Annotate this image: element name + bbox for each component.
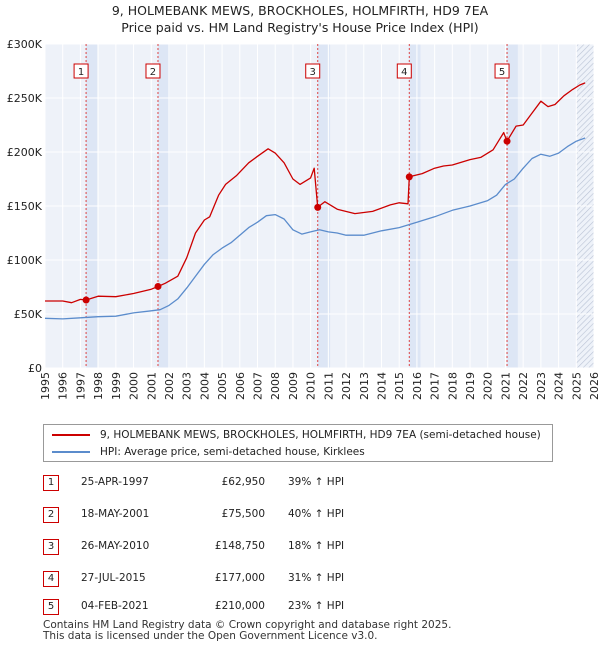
x-tick-label: 1995 [39, 372, 52, 400]
row-hpi-change: 18% ↑ HPI [288, 540, 345, 552]
sale-label-number: 1 [78, 67, 84, 78]
x-tick-label: 1999 [110, 372, 123, 400]
x-tick-label: 2026 [588, 372, 600, 400]
x-tick-label: 2024 [553, 372, 566, 400]
x-tick-label: 2013 [358, 372, 371, 400]
row-price: £148,750 [214, 540, 265, 552]
sale-label-number: 4 [401, 67, 407, 78]
y-tick-label: £300K [7, 38, 43, 51]
sale-label-box [494, 63, 510, 79]
x-tick-label: 2003 [181, 372, 194, 400]
footer-line-2: This data is licensed under the Open Gov… [43, 630, 378, 642]
sale-label-number: 3 [310, 67, 316, 78]
x-tick-label: 2016 [411, 372, 424, 400]
table-row: 4 27-JUL-2015 £177,000 31% ↑ HPI [43, 569, 563, 589]
x-tick-label: 2020 [482, 372, 495, 400]
legend-label-hpi: HPI: Average price, semi-detached house,… [100, 446, 365, 458]
x-tick-label: 1998 [92, 372, 105, 400]
legend-swatch-hpi [52, 451, 90, 453]
table-row: 1 25-APR-1997 £62,950 39% ↑ HPI [43, 473, 563, 493]
x-tick-label: 2017 [429, 372, 442, 400]
x-tick-label: 2019 [464, 372, 477, 400]
x-tick-label: 2012 [340, 372, 353, 400]
x-tick-label: 2002 [163, 372, 176, 400]
row-number-badge: 5 [43, 599, 59, 615]
row-price: £75,500 [221, 508, 265, 520]
row-hpi-change: 40% ↑ HPI [288, 508, 345, 520]
x-tick-label: 2015 [393, 372, 406, 400]
x-tick-label: 2007 [252, 372, 265, 400]
x-tick-label: 2018 [446, 372, 459, 400]
hpi-line [44, 137, 586, 320]
x-tick-label: 2006 [234, 372, 247, 400]
row-hpi-change: 23% ↑ HPI [288, 600, 345, 612]
x-tick-label: 2008 [269, 372, 282, 400]
x-tick-label: 2022 [517, 372, 530, 400]
sale-point [503, 137, 511, 145]
x-tick-label: 2023 [535, 372, 548, 400]
sale-label-box [396, 63, 412, 79]
legend-item-hpi: HPI: Average price, semi-detached house,… [52, 444, 365, 460]
row-price: £62,950 [221, 476, 265, 488]
x-tick-label: 2014 [375, 372, 388, 400]
table-row: 2 18-MAY-2001 £75,500 40% ↑ HPI [43, 505, 563, 525]
sale-label-box [145, 63, 161, 79]
row-date: 04-FEB-2021 [81, 600, 149, 612]
row-number-badge: 4 [43, 571, 59, 587]
row-number-badge: 1 [43, 475, 59, 491]
y-tick-label: £0 [28, 362, 42, 375]
sale-point [82, 296, 90, 304]
sale-label-box [305, 63, 321, 79]
row-hpi-change: 39% ↑ HPI [288, 476, 345, 488]
footer-line-1: Contains HM Land Registry data © Crown c… [43, 619, 452, 631]
sale-label-number: 5 [499, 67, 505, 78]
row-hpi-change: 31% ↑ HPI [288, 572, 345, 584]
sale-point [154, 282, 162, 290]
sale-point [405, 173, 413, 181]
x-tick-label: 2021 [499, 372, 512, 400]
footer-attribution: Contains HM Land Registry data © Crown c… [43, 620, 451, 642]
x-tick-label: 2000 [128, 372, 141, 400]
row-number-badge: 2 [43, 507, 59, 523]
row-price: £210,000 [214, 600, 265, 612]
legend-swatch-price [52, 434, 90, 436]
x-tick-label: 2004 [198, 372, 211, 400]
x-tick-label: 2001 [145, 372, 158, 400]
y-tick-label: £250K [7, 92, 43, 105]
y-tick-label: £150K [7, 200, 43, 213]
chart-legend: 9, HOLMEBANK MEWS, BROCKHOLES, HOLMFIRTH… [43, 424, 553, 462]
sale-label-number: 2 [150, 67, 156, 78]
row-number-badge: 3 [43, 539, 59, 555]
row-date: 25-APR-1997 [81, 476, 149, 488]
row-date: 18-MAY-2001 [81, 508, 150, 520]
x-tick-label: 2025 [570, 372, 583, 400]
x-tick-label: 2010 [305, 372, 318, 400]
y-tick-label: £100K [7, 254, 43, 267]
y-tick-label: £50K [14, 308, 43, 321]
x-tick-label: 1997 [74, 372, 87, 400]
price-chart: 1 2 3 4 5 £0 £50K £100K £150K £200K £250K £300K 1995… [7, 38, 600, 400]
chart-title: 9, HOLMEBANK MEWS, BROCKHOLES, HOLMFIRTH… [0, 2, 600, 36]
x-tick-label: 2009 [287, 372, 300, 400]
row-date: 27-JUL-2015 [81, 572, 146, 584]
x-tick-label: 2011 [322, 372, 335, 400]
sale-point [314, 203, 322, 211]
y-tick-label: £200K [7, 146, 43, 159]
row-price: £177,000 [214, 572, 265, 584]
title-line-2: Price paid vs. HM Land Registry's House … [121, 20, 479, 35]
legend-item-price: 9, HOLMEBANK MEWS, BROCKHOLES, HOLMFIRTH… [52, 427, 541, 443]
x-tick-label: 2005 [216, 372, 229, 400]
x-tick-label: 1996 [57, 372, 70, 400]
table-row: 3 26-MAY-2010 £148,750 18% ↑ HPI [43, 537, 563, 557]
row-date: 26-MAY-2010 [81, 540, 150, 552]
table-row: 5 04-FEB-2021 £210,000 23% ↑ HPI [43, 597, 563, 617]
legend-label-price: 9, HOLMEBANK MEWS, BROCKHOLES, HOLMFIRTH… [100, 429, 541, 441]
title-line-1: 9, HOLMEBANK MEWS, BROCKHOLES, HOLMFIRTH… [111, 3, 489, 18]
sale-label-box [73, 63, 89, 79]
